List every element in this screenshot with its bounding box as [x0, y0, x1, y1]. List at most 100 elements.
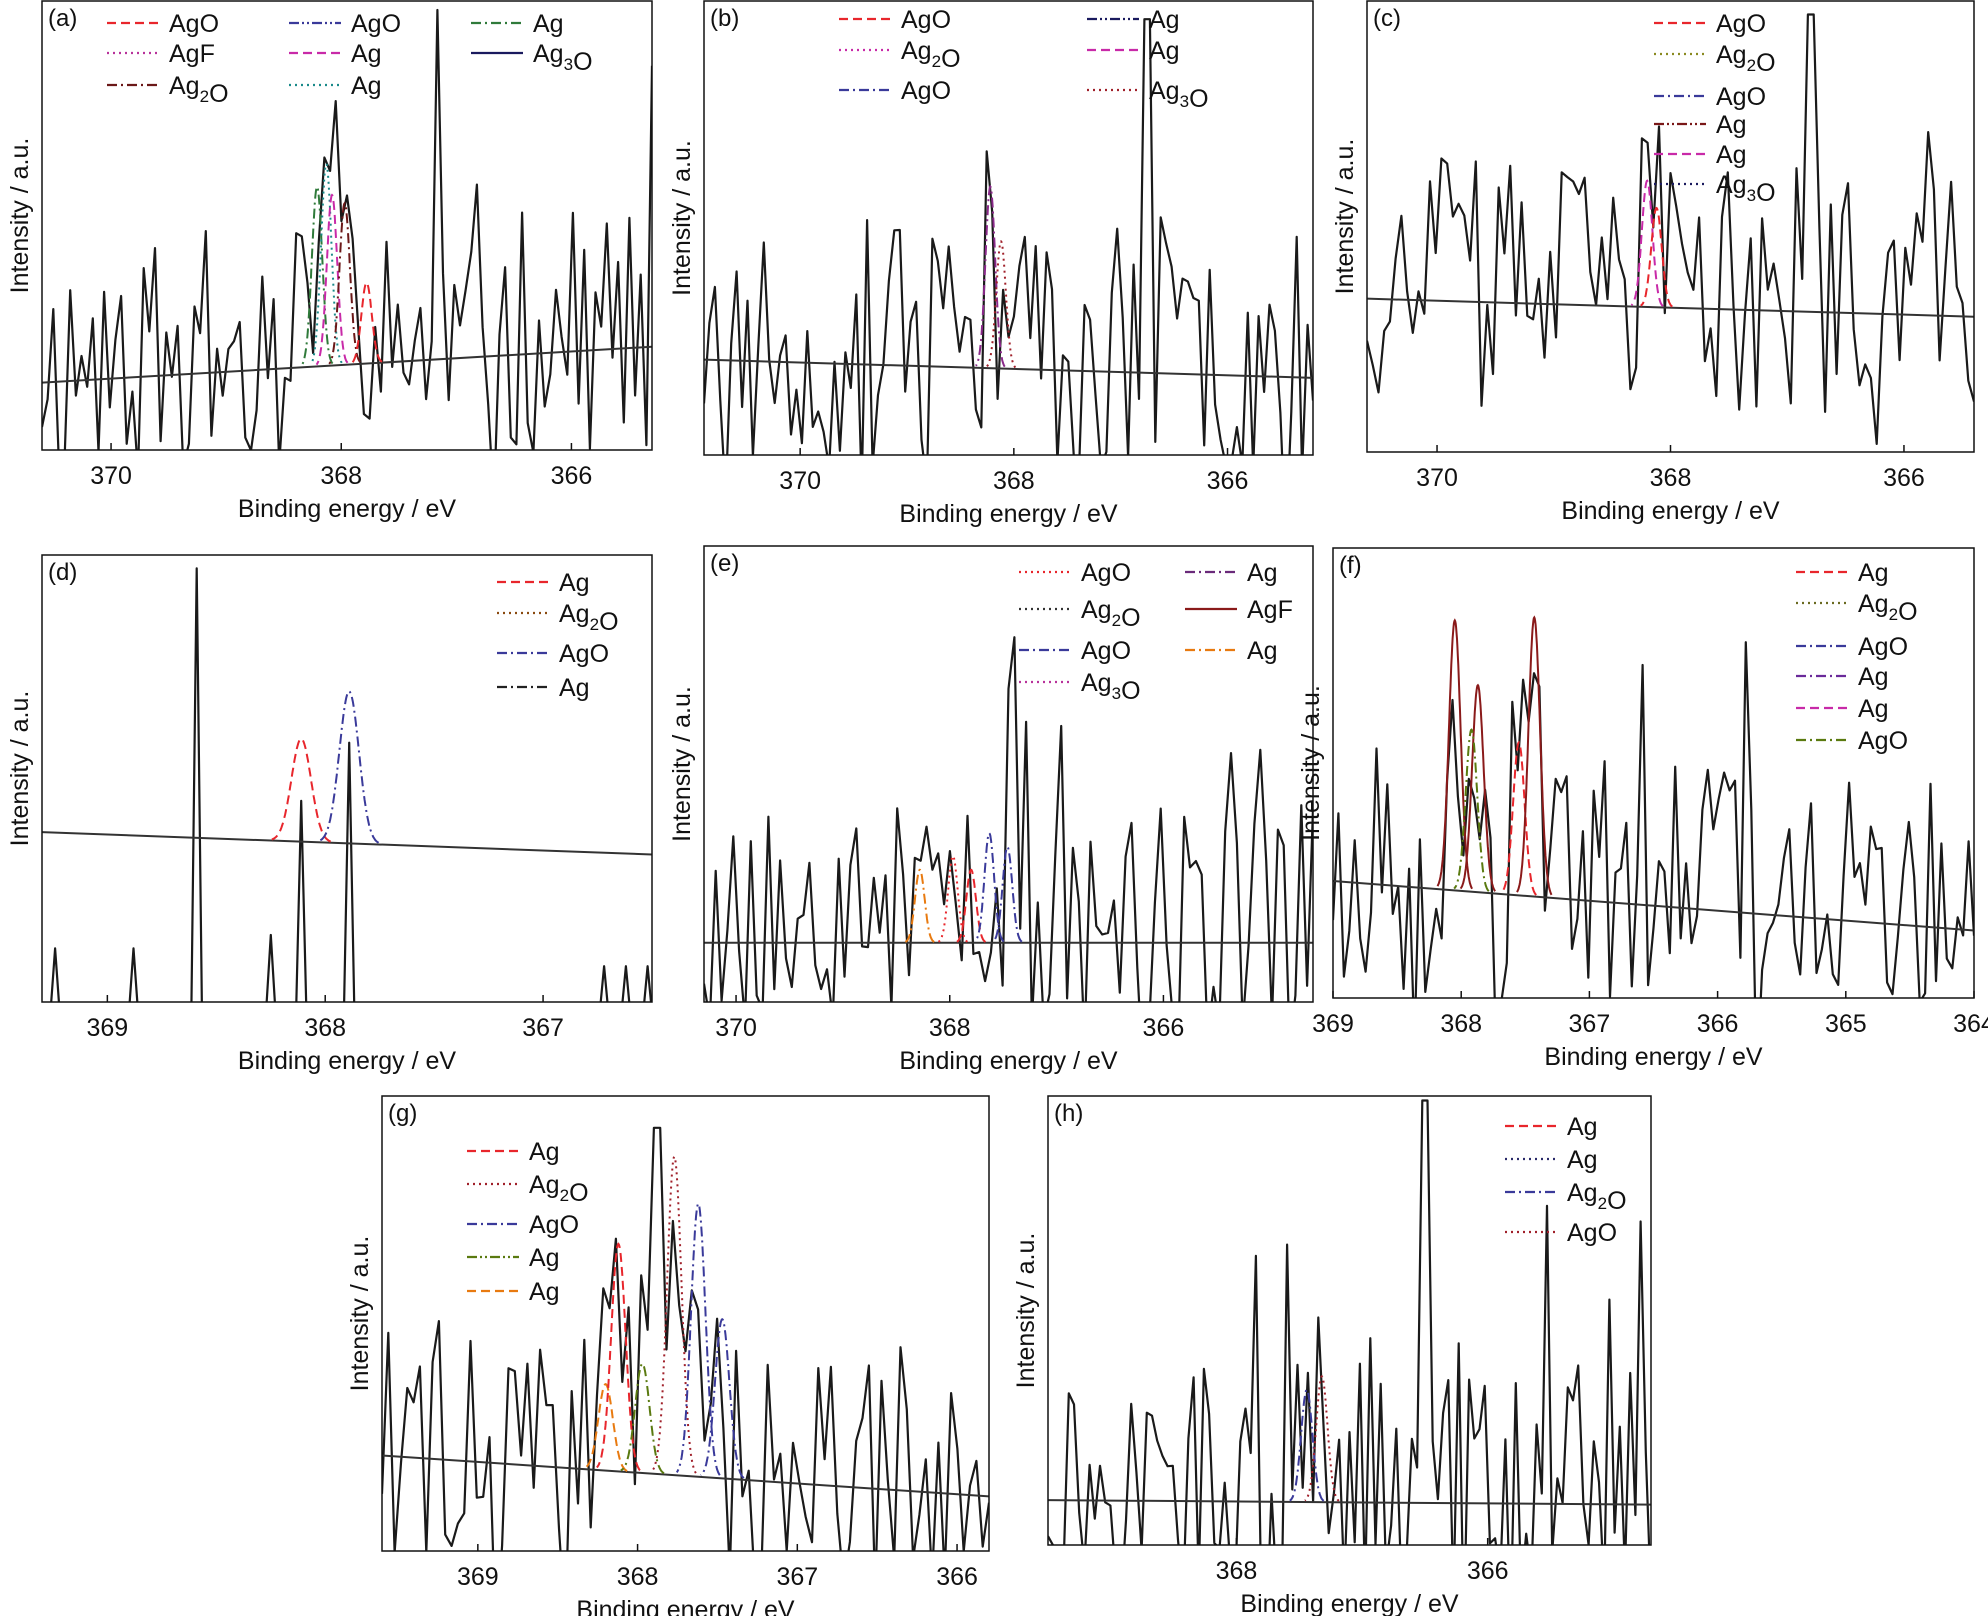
panel-label: (d): [48, 559, 77, 586]
legend-item: Ag2O: [497, 600, 619, 636]
legend-label: Ag: [529, 1138, 560, 1166]
legend-label: Ag2O: [1716, 41, 1776, 77]
label-part: AgO: [351, 10, 401, 38]
label-part: Ag: [533, 40, 564, 68]
label-part: Ag: [901, 37, 932, 65]
legend-item: Ag3O: [1019, 669, 1141, 705]
fit-peak-4: [974, 831, 1005, 943]
legend-label: Ag2O: [1858, 590, 1918, 626]
panel-label: (a): [48, 5, 77, 32]
legend-label: Ag: [559, 569, 590, 597]
background-line: [704, 358, 1313, 379]
legend-item: Ag: [467, 1138, 560, 1166]
legend-label: AgO: [529, 1211, 579, 1239]
legend-item: Ag2O: [467, 1171, 589, 1207]
label-part: Ag: [529, 1138, 560, 1166]
raw-spectrum-line: [1367, 13, 1974, 445]
label-part: AgO: [901, 6, 951, 34]
x-axis-title: Binding energy / eV: [1561, 497, 1780, 525]
x-tick-label: 368: [617, 1563, 659, 1591]
x-tick-label: 366: [1883, 464, 1925, 492]
x-tick-label: 364: [1953, 1010, 1988, 1038]
y-axis-title: Intensity / a.u.: [668, 140, 696, 296]
fit-peak-5: [1516, 615, 1553, 896]
label-part: Ag: [1716, 141, 1747, 169]
x-tick-label: 365: [1825, 1010, 1867, 1038]
legend-item: AgF: [107, 40, 215, 68]
legend-item: Ag: [1185, 559, 1278, 587]
x-axis-title: Binding energy / eV: [238, 1047, 457, 1075]
label-part: AgO: [1081, 637, 1131, 665]
x-axis-title: Binding energy / eV: [1544, 1043, 1763, 1071]
label-part: O: [1898, 598, 1917, 626]
fit-peak-2: [1459, 683, 1496, 892]
x-tick-label: 368: [1440, 1010, 1482, 1038]
subscript: 2: [590, 615, 599, 634]
label-part: AgO: [169, 10, 219, 38]
x-tick-label: 370: [715, 1014, 757, 1042]
label-part: AgO: [529, 1211, 579, 1239]
legend-label: Ag: [351, 40, 382, 68]
legend-item: Ag: [1185, 637, 1278, 665]
legend: Ag Ag2O AgO Ag Ag: [467, 1138, 589, 1306]
legend-item: Ag: [1505, 1146, 1598, 1174]
chart-panel-b: 370 368 366 Binding energy / eV Intensity / …: [668, 0, 1314, 528]
x-tick-label: 367: [1569, 1010, 1611, 1038]
fit-peak-3: [956, 868, 987, 943]
fit-peak-1: [904, 868, 935, 943]
legend-label: Ag: [533, 10, 564, 38]
legend-item: Ag: [1796, 559, 1889, 587]
legend-item: Ag2O: [1019, 596, 1141, 632]
fit-peak-3: [315, 193, 349, 366]
legend-item: Ag: [471, 10, 564, 38]
raw-spectrum-line: [1048, 1099, 1651, 1545]
x-tick-label: 366: [1143, 1014, 1185, 1042]
background-line: [1367, 297, 1974, 318]
subscript: 2: [1112, 611, 1121, 630]
x-tick-label: 366: [1697, 1010, 1739, 1038]
legend-item: AgO: [497, 640, 609, 668]
legend-item: Ag: [467, 1244, 560, 1272]
fit-peak-6: [700, 1317, 745, 1479]
subscript: 2: [1598, 1194, 1607, 1213]
legend-label: AgO: [351, 10, 401, 38]
label-part: Ag: [1149, 6, 1180, 34]
legend-item: AgO: [1654, 83, 1766, 111]
x-tick-label: 366: [1207, 467, 1249, 495]
chart-panel-g: 369 368 367 366 Binding energy / eV Intensity…: [346, 1095, 990, 1616]
label-part: O: [1121, 604, 1140, 632]
label-part: O: [1607, 1187, 1626, 1215]
fit-peak-4: [328, 201, 361, 365]
legend-label: Ag: [1858, 559, 1889, 587]
legend-label: Ag: [1567, 1146, 1598, 1174]
x-axis-title: Binding energy / eV: [238, 495, 457, 523]
legend-item: AgO: [1505, 1219, 1617, 1247]
x-tick-label: 369: [86, 1014, 128, 1042]
legend-label: AgO: [1858, 633, 1908, 661]
legend-label: AgO: [901, 6, 951, 34]
raw-spectrum-line: [704, 636, 1313, 1002]
label-part: Ag: [1716, 111, 1747, 139]
label-part: O: [573, 48, 592, 76]
legend-item: Ag3O: [471, 40, 593, 76]
legend-item: AgO: [839, 6, 951, 34]
legend-label: AgO: [1716, 10, 1766, 38]
legend-item: Ag2O: [1505, 1179, 1627, 1215]
legend-label: Ag: [351, 72, 382, 100]
legend-label: AgO: [1716, 83, 1766, 111]
legend-label: Ag: [1247, 637, 1278, 665]
subscript: 2: [1747, 56, 1756, 75]
fit-peak-2: [937, 854, 968, 943]
panel-label: (e): [710, 550, 739, 577]
label-part: AgO: [1716, 10, 1766, 38]
legend-item: Ag3O: [1087, 77, 1209, 113]
legend-label: AgO: [169, 10, 219, 38]
subscript: 2: [560, 1186, 569, 1205]
fit-peak-2: [309, 162, 343, 366]
x-tick-label: 368: [304, 1014, 346, 1042]
label-part: Ag: [529, 1278, 560, 1306]
